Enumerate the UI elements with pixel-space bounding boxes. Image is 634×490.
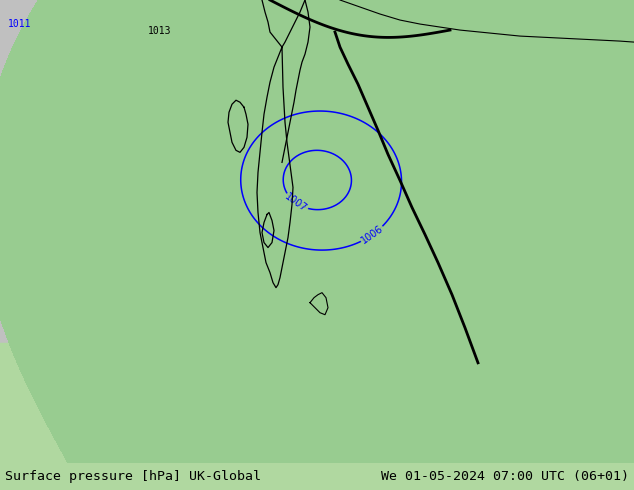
- Polygon shape: [580, 0, 634, 463]
- Text: Surface pressure [hPa] UK-Global: Surface pressure [hPa] UK-Global: [5, 470, 261, 483]
- Polygon shape: [0, 263, 55, 343]
- Text: 1013: 1013: [148, 26, 172, 36]
- Text: 1011: 1011: [8, 19, 32, 29]
- Text: 1006: 1006: [359, 223, 385, 246]
- Polygon shape: [0, 0, 160, 82]
- Text: 1007: 1007: [283, 192, 309, 214]
- Text: We 01-05-2024 07:00 UTC (06+01): We 01-05-2024 07:00 UTC (06+01): [381, 470, 629, 483]
- Polygon shape: [440, 413, 560, 463]
- Polygon shape: [0, 0, 90, 463]
